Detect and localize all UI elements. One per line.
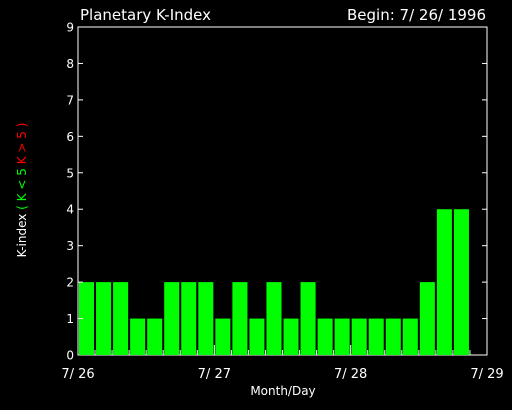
y-tick-label: 4 (66, 203, 74, 217)
y-axis: 0 1 2 3 4 5 6 7 8 9 (66, 21, 487, 363)
k-index-bar (283, 318, 299, 355)
y-axis-title-red: K > 5 (15, 131, 29, 164)
k-index-bar (113, 282, 129, 355)
y-axis-title: K-index ( K < 5 K > 5 ) (15, 123, 29, 258)
y-tick-label: 0 (66, 349, 74, 363)
x-tick-label: 7/ 26 (61, 367, 94, 382)
y-axis-title-prefix: K-index (15, 214, 29, 258)
k-index-bar (351, 318, 367, 355)
k-index-bar (249, 318, 265, 355)
x-tick-label: 7/ 29 (470, 367, 503, 382)
k-index-bar (215, 318, 231, 355)
k-index-bar (198, 282, 214, 355)
x-axis-title: Month/Day (250, 384, 315, 398)
y-tick-label: 8 (66, 57, 74, 71)
k-index-bar (368, 318, 384, 355)
k-index-bar (317, 318, 333, 355)
k-index-bar (436, 209, 452, 355)
x-tick-label: 7/ 27 (198, 367, 231, 382)
k-index-bar (147, 318, 163, 355)
k-index-bar (79, 282, 95, 355)
k-index-bar (453, 209, 469, 355)
k-index-bar (300, 282, 316, 355)
k-index-bar (164, 282, 180, 355)
k-index-bar (232, 282, 248, 355)
y-tick-label: 3 (66, 239, 74, 253)
k-index-bar (402, 318, 418, 355)
k-index-bar (96, 282, 112, 355)
x-tick-label: 7/ 28 (334, 367, 367, 382)
k-index-bar (181, 282, 197, 355)
y-tick-label: 7 (66, 93, 74, 107)
y-tick-label: 2 (66, 276, 74, 290)
y-tick-label: 9 (66, 21, 74, 35)
k-index-bar (130, 318, 146, 355)
y-tick-label: 6 (66, 130, 74, 144)
k-index-bar (419, 282, 435, 355)
begin-date-label: Begin: 7/ 26/ 1996 (347, 6, 486, 24)
k-index-bar (266, 282, 282, 355)
y-tick-label: 1 (66, 312, 74, 326)
x-axis: 7/ 26 7/ 27 7/ 28 7/ 29 (61, 345, 504, 382)
bar-series (79, 209, 469, 355)
y-tick-label: 5 (66, 166, 74, 180)
y-axis-title-paren-close: ) (15, 123, 29, 128)
chart-title: Planetary K-Index (80, 6, 211, 24)
k-index-bar (334, 318, 350, 355)
y-axis-title-paren-open: ( (15, 205, 29, 210)
y-axis-title-green: K < 5 (15, 168, 29, 201)
k-index-bar (385, 318, 401, 355)
